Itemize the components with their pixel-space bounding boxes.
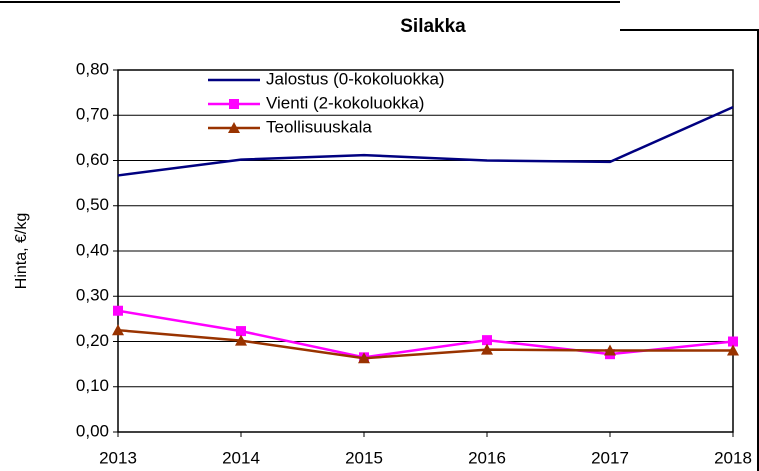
marker bbox=[482, 335, 492, 346]
x-tick-label: 2013 bbox=[99, 448, 137, 467]
x-tick-label: 2017 bbox=[591, 448, 629, 467]
series-line bbox=[117, 105, 734, 177]
y-tick-label: 0,10 bbox=[76, 376, 109, 395]
marker bbox=[481, 343, 493, 355]
legend-label: Jalostus (0-kokoluokka) bbox=[266, 69, 445, 88]
series-line bbox=[117, 328, 733, 360]
x-tick-label: 2016 bbox=[468, 448, 506, 467]
x-tick-label: 2014 bbox=[222, 448, 260, 467]
series-line bbox=[117, 309, 734, 359]
y-tick-label: 0,30 bbox=[76, 286, 109, 305]
marker bbox=[113, 305, 123, 316]
marker bbox=[236, 326, 246, 337]
chart-title: Silakka bbox=[400, 16, 466, 37]
legend-label: Teollisuuskala bbox=[266, 117, 372, 136]
marker bbox=[235, 334, 247, 346]
marker bbox=[728, 336, 738, 347]
legend-label: Vienti (2-kokoluokka) bbox=[266, 93, 424, 112]
marker bbox=[727, 344, 739, 356]
y-tick-label: 0,00 bbox=[76, 421, 109, 440]
x-tick-label: 2015 bbox=[345, 448, 383, 467]
y-tick-label: 0,60 bbox=[76, 150, 109, 169]
legend-marker bbox=[229, 99, 239, 109]
y-axis-label: Hinta, €/kg bbox=[13, 213, 30, 289]
marker bbox=[604, 344, 616, 356]
marker bbox=[112, 324, 124, 336]
y-tick-label: 0,20 bbox=[76, 331, 109, 350]
legend-marker bbox=[228, 122, 240, 133]
y-tick-label: 0,70 bbox=[76, 105, 109, 124]
plot-border bbox=[117, 69, 734, 433]
y-tick-label: 0,40 bbox=[76, 240, 109, 259]
y-tick-label: 0,50 bbox=[76, 195, 109, 214]
x-tick-label: 2018 bbox=[714, 448, 752, 467]
marker bbox=[358, 352, 370, 364]
y-tick-label: 0,80 bbox=[76, 59, 109, 78]
